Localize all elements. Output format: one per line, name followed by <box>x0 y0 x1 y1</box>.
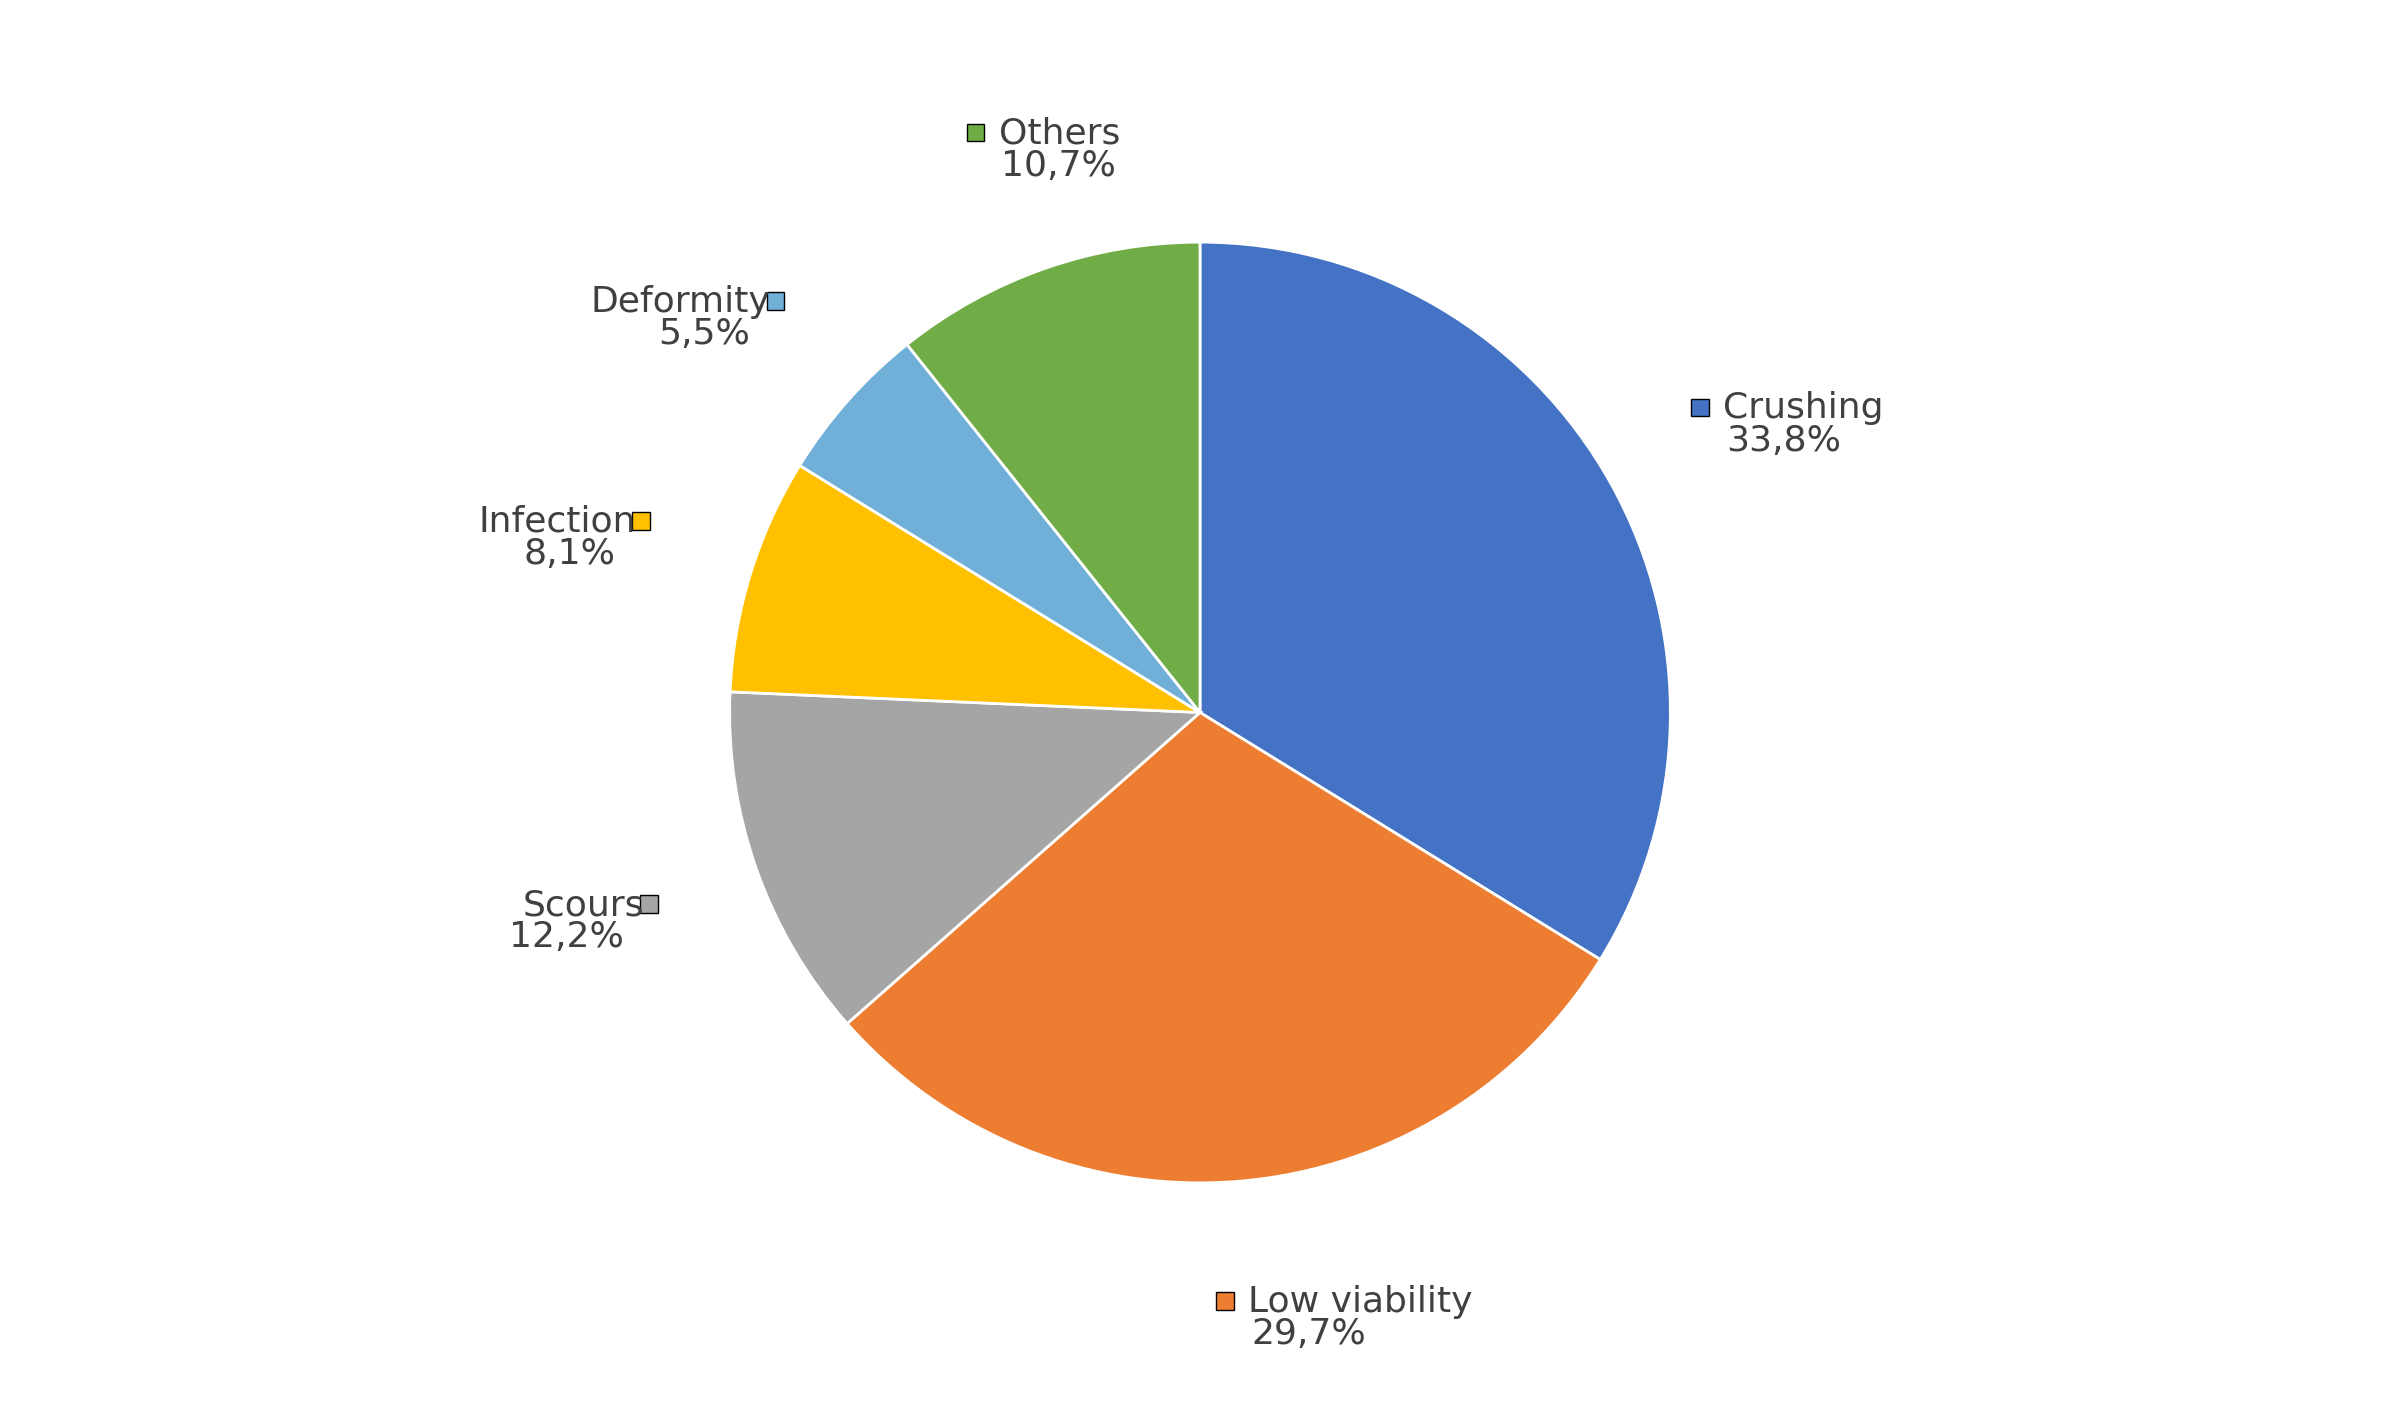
Text: Scours: Scours <box>523 888 643 922</box>
FancyBboxPatch shape <box>1217 1292 1234 1310</box>
Text: 5,5%: 5,5% <box>658 318 749 352</box>
Text: 8,1%: 8,1% <box>523 537 614 571</box>
Text: Infection: Infection <box>478 504 636 539</box>
Text: 33,8%: 33,8% <box>1726 423 1841 457</box>
FancyBboxPatch shape <box>766 292 785 311</box>
Wedge shape <box>1200 242 1670 959</box>
Wedge shape <box>799 345 1200 712</box>
FancyBboxPatch shape <box>641 895 658 913</box>
Text: Low viability: Low viability <box>1248 1285 1474 1318</box>
FancyBboxPatch shape <box>1692 399 1709 416</box>
FancyBboxPatch shape <box>634 512 650 530</box>
Text: Deformity: Deformity <box>590 285 770 319</box>
Text: Others: Others <box>998 117 1121 151</box>
Text: 10,7%: 10,7% <box>1001 148 1116 182</box>
Wedge shape <box>907 242 1200 712</box>
Wedge shape <box>730 691 1200 1023</box>
Text: 12,2%: 12,2% <box>509 921 624 955</box>
Text: Crushing: Crushing <box>1723 392 1884 426</box>
Wedge shape <box>730 466 1200 712</box>
Wedge shape <box>847 712 1601 1183</box>
Text: 29,7%: 29,7% <box>1250 1317 1366 1351</box>
FancyBboxPatch shape <box>967 124 984 141</box>
